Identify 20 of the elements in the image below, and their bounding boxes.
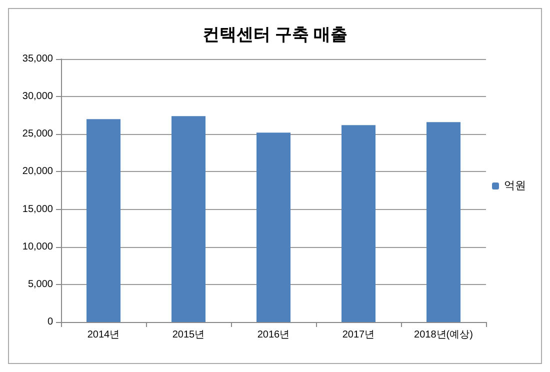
bar — [342, 125, 376, 322]
x-tick-label: 2018년(예상) — [414, 330, 473, 340]
y-tick-label: 5,000 — [28, 278, 54, 290]
x-tick-label: 2016년 — [257, 330, 290, 340]
y-tick-label: 30,000 — [22, 91, 54, 102]
y-tick-label: 35,000 — [22, 54, 54, 64]
bar — [256, 132, 290, 322]
x-tick-label: 2014년 — [87, 330, 120, 340]
y-tick-label: 25,000 — [22, 128, 54, 140]
y-tick-label: 0 — [47, 316, 54, 328]
y-tick-label: 20,000 — [22, 166, 54, 178]
y-tick-label: 10,000 — [22, 241, 54, 252]
bar — [426, 122, 460, 322]
chart-title: 컨택센터 구축 매출 — [202, 25, 348, 44]
legend-label: 억원 — [504, 180, 526, 192]
bar — [86, 119, 120, 322]
x-tick-label: 2017년 — [342, 330, 375, 340]
bar — [172, 116, 206, 322]
y-tick-label: 15,000 — [22, 204, 54, 215]
x-tick-label: 2015년 — [172, 330, 205, 340]
